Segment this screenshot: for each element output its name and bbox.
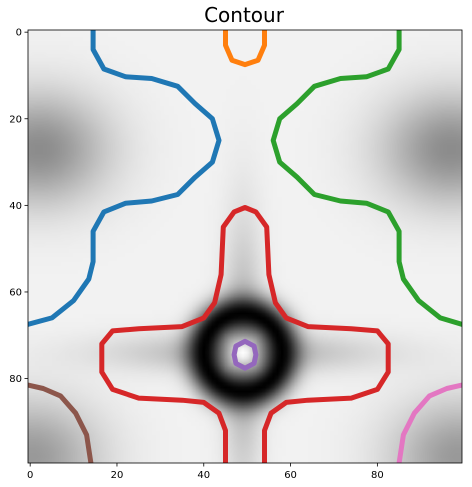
x-tick-label: 20 xyxy=(111,470,124,481)
x-tick-label: 80 xyxy=(371,470,384,481)
y-axis: 0 20 40 60 80 xyxy=(9,28,28,385)
y-tick-label: 0 xyxy=(16,28,22,39)
x-tick-label: 40 xyxy=(197,470,210,481)
x-axis: 0 20 40 60 80 xyxy=(27,463,384,481)
y-tick-label: 80 xyxy=(9,374,22,385)
y-tick-label: 40 xyxy=(9,201,22,212)
chart-title: Contour xyxy=(204,3,285,27)
y-tick-label: 20 xyxy=(9,114,22,125)
x-tick-label: 0 xyxy=(27,470,33,481)
x-tick-label: 60 xyxy=(284,470,297,481)
y-tick-label: 60 xyxy=(9,287,22,298)
